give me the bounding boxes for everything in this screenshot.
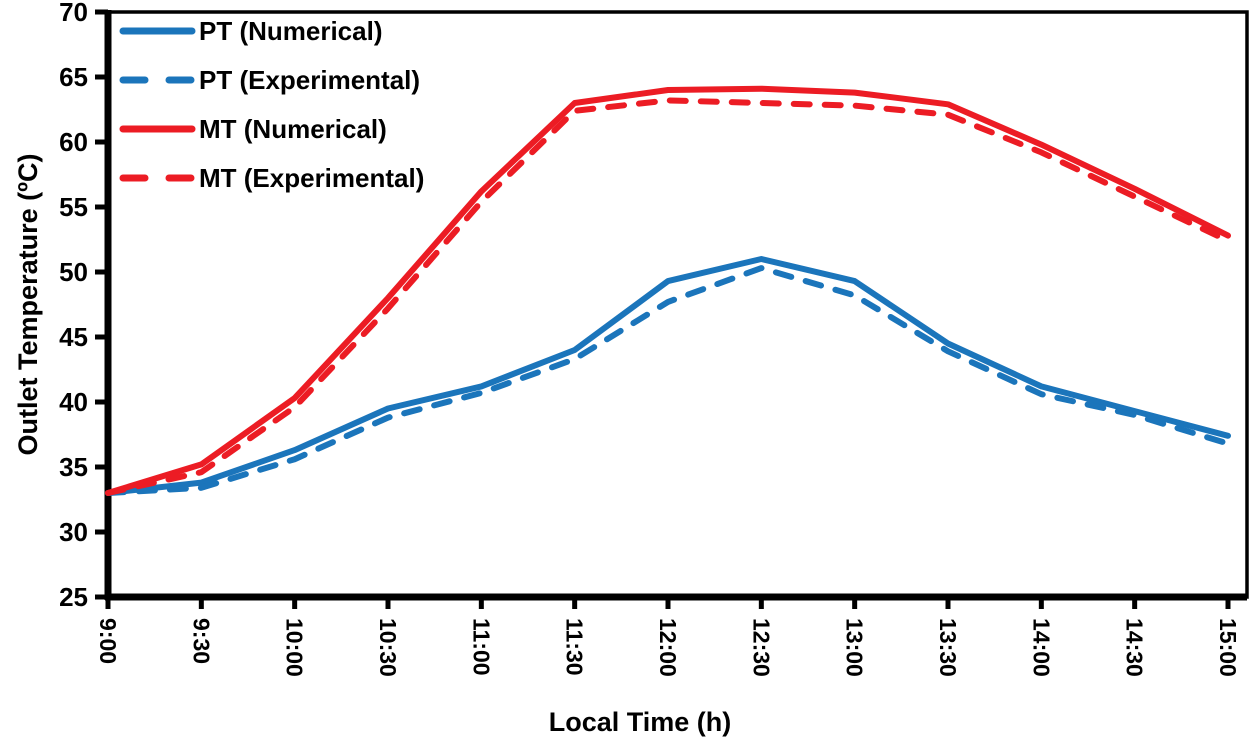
- y-tick-label: 65: [59, 62, 88, 92]
- y-tick-label: 25: [59, 582, 88, 612]
- legend-label: MT (Experimental): [199, 163, 424, 193]
- x-tick-label: 11:00: [468, 618, 494, 676]
- series-line-1: [105, 256, 1231, 496]
- legend-label: MT (Numerical): [199, 114, 387, 144]
- x-tick-label: 9:00: [95, 618, 121, 664]
- y-tick-label: 30: [59, 517, 88, 547]
- x-tick-label: 12:00: [655, 618, 681, 677]
- y-tick-label: 55: [59, 192, 88, 222]
- x-axis-title: Local Time (h): [549, 707, 732, 737]
- x-tick-label: 9:30: [188, 618, 214, 664]
- x-tick-label: 10:00: [282, 618, 308, 677]
- y-tick-label: 50: [59, 257, 88, 287]
- y-tick-label: 60: [59, 127, 88, 157]
- series-line-3: [105, 85, 1231, 496]
- y-tick-label: 35: [59, 452, 88, 482]
- y-axis-title: Outlet Temperature (ºC): [13, 154, 43, 456]
- legend: PT (Numerical) PT (Experimental) MT (Numer…: [119, 16, 424, 193]
- x-tick-label: 13:30: [935, 618, 961, 677]
- series-line-4: [105, 97, 1231, 496]
- y-tick-label: 40: [59, 387, 88, 417]
- legend-label: PT (Experimental): [199, 65, 420, 95]
- y-tick-label: 45: [59, 322, 88, 352]
- x-tick-label: 10:30: [375, 618, 401, 677]
- x-tick-label: 13:00: [842, 618, 868, 677]
- x-tick-label: 12:30: [748, 618, 774, 677]
- y-tick-label: 70: [59, 0, 88, 27]
- series-line-2: [105, 265, 1231, 496]
- x-tick-label: 15:00: [1215, 618, 1241, 677]
- x-tick-label: 14:00: [1028, 618, 1054, 677]
- legend-label: PT (Numerical): [199, 16, 383, 46]
- x-tick-label: 11:30: [562, 618, 588, 676]
- x-tick-label: 14:30: [1122, 618, 1148, 677]
